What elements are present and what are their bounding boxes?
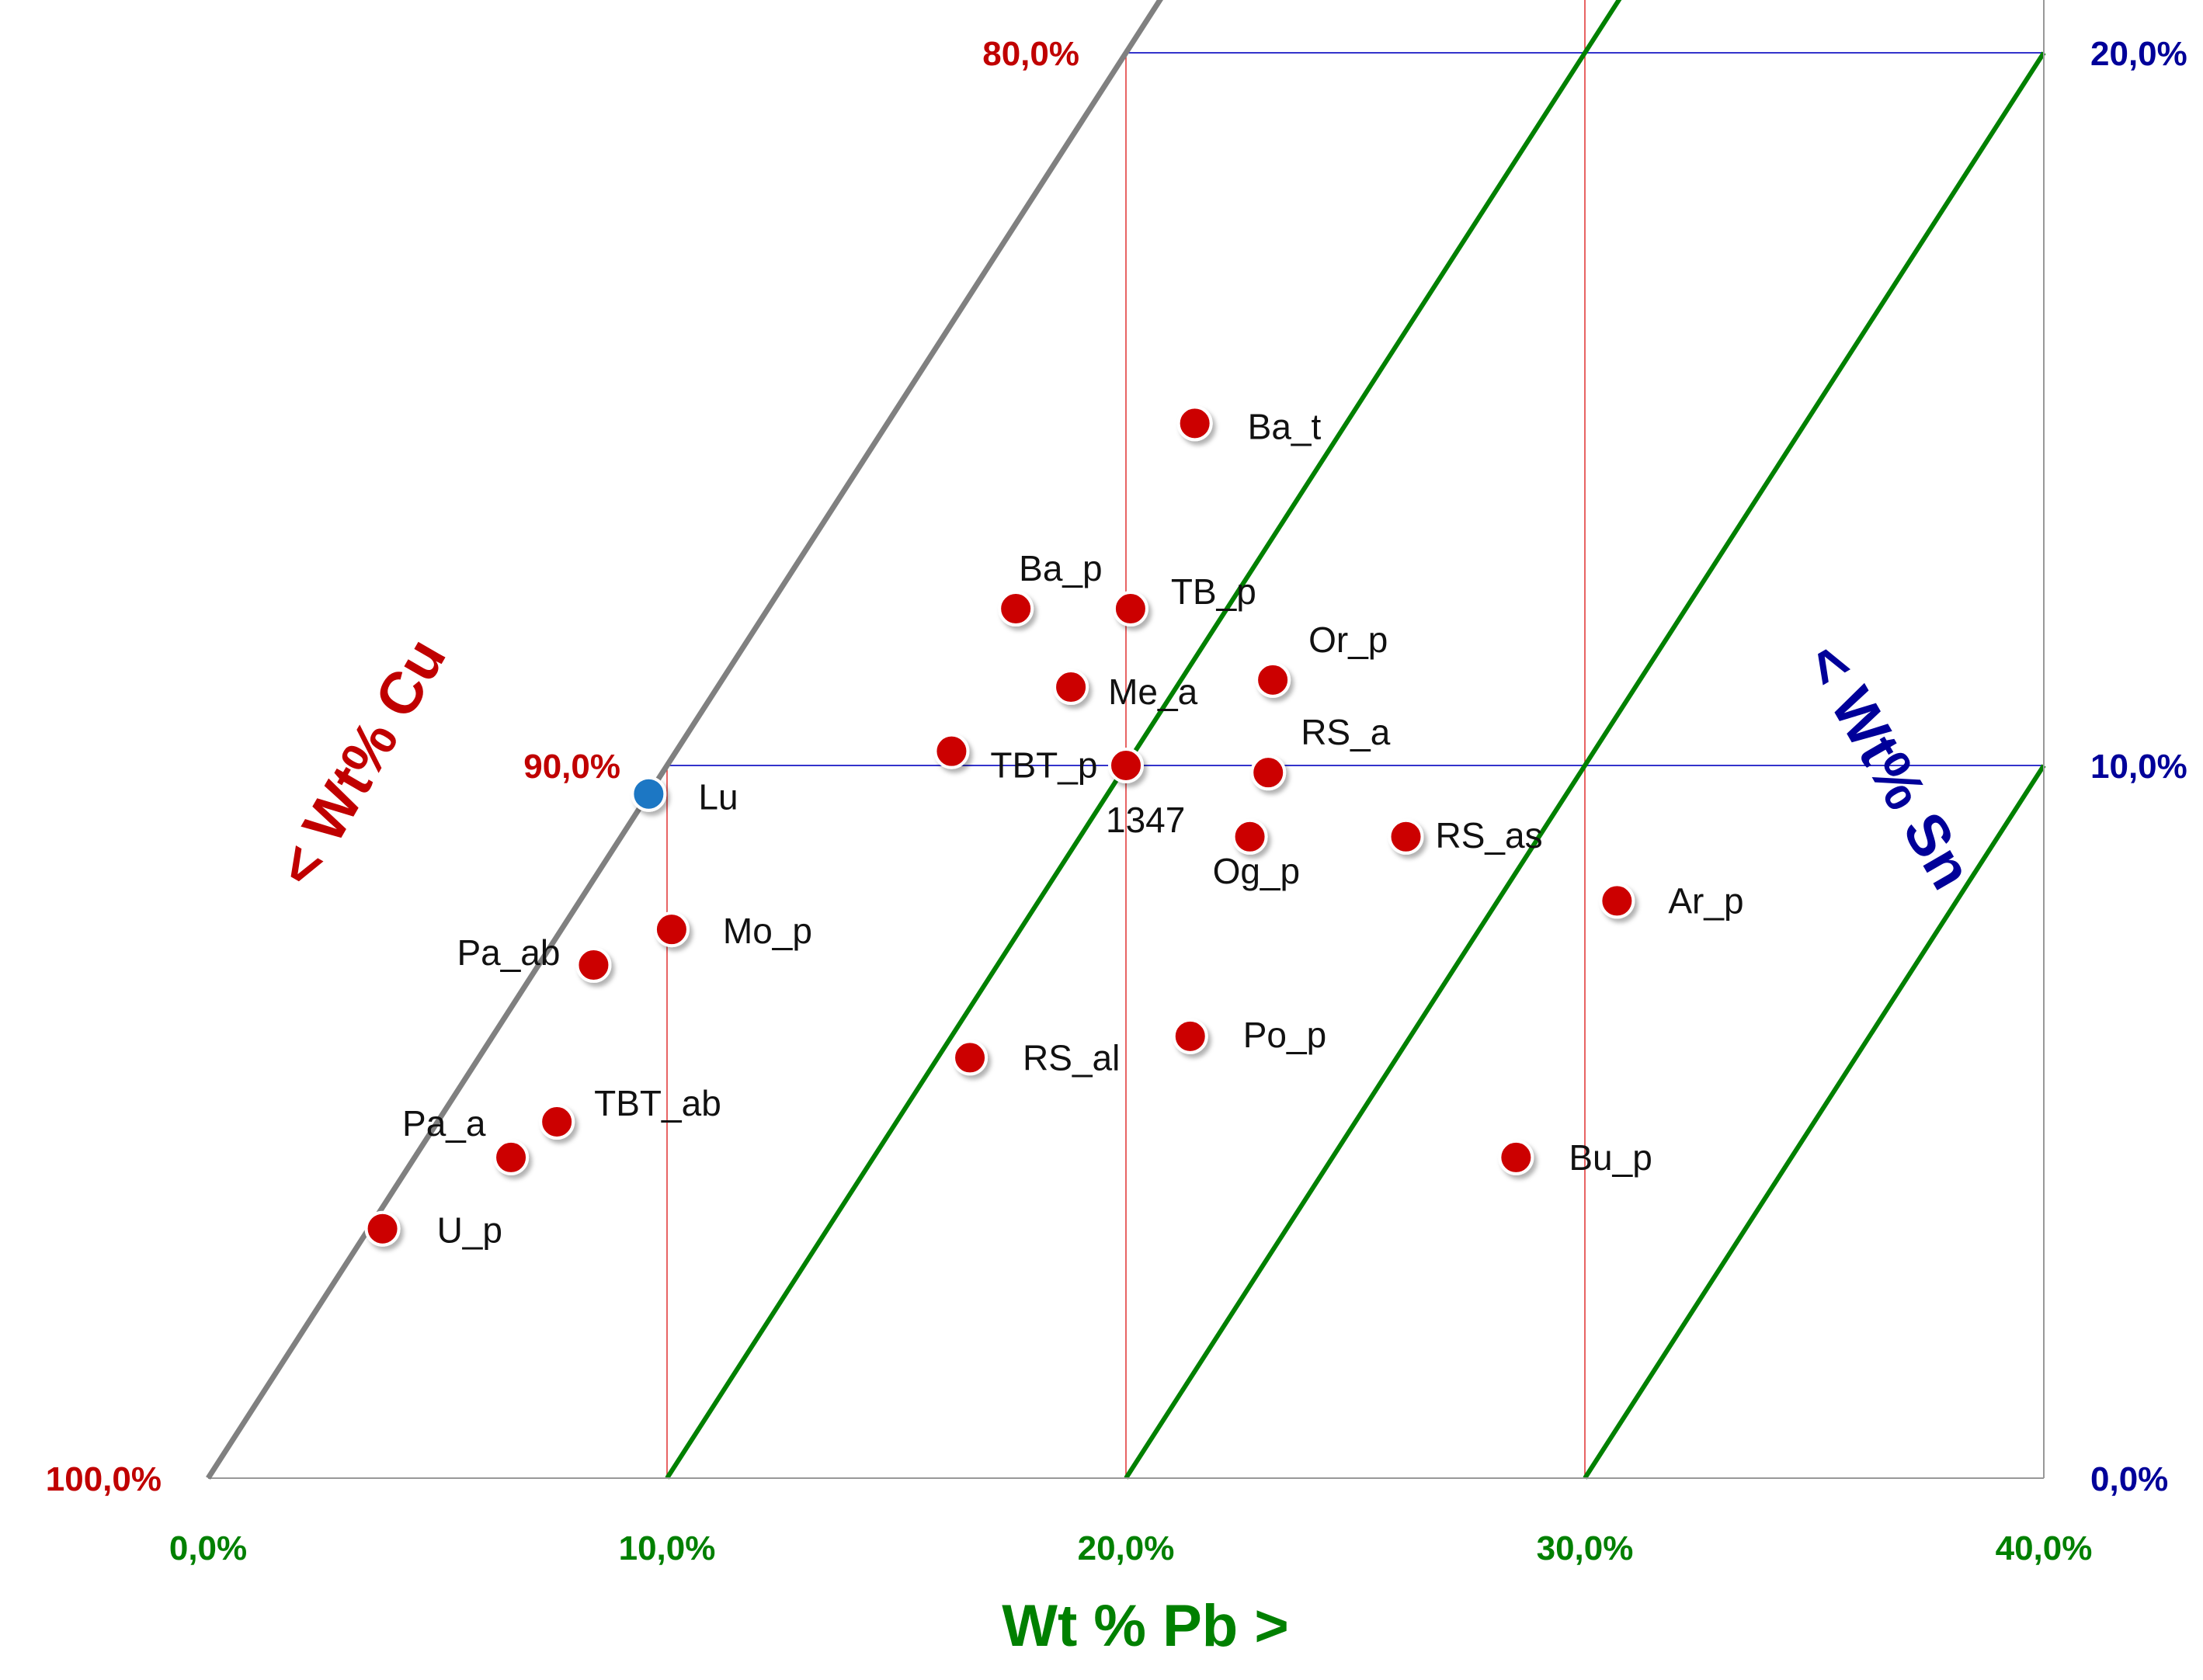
sn-tick-label: 20,0% [2090, 35, 2187, 73]
data-point: Ba_t [1176, 405, 1322, 446]
sn-tick-label: 0,0% [2090, 1460, 2168, 1498]
triangle-frame [206, 0, 2045, 1480]
data-point: Ba_p [998, 548, 1103, 627]
data-point-marker [539, 1104, 575, 1140]
sn-axis-title: < Wt% Sn [1792, 633, 1985, 900]
data-point: U_p [364, 1210, 502, 1251]
pb-gridline [1583, 764, 2046, 1480]
data-point-marker [364, 1210, 401, 1247]
data-point-label: 1347 [1106, 800, 1185, 840]
data-point: RS_a [1250, 712, 1391, 791]
data-point-marker [1498, 1139, 1534, 1175]
data-point-marker [1388, 818, 1424, 855]
data-point: Or_p [1255, 620, 1388, 698]
data-point-label: Or_p [1308, 620, 1388, 660]
data-point-label: Ba_t [1248, 406, 1322, 446]
data-point: RS_as [1388, 815, 1543, 856]
data-point-label: Bu_p [1569, 1137, 1652, 1178]
cu-tick-label: 80,0% [982, 35, 1079, 73]
data-point-marker [1112, 591, 1148, 627]
data-point-marker [1053, 669, 1089, 706]
grid-layer [665, 0, 2046, 1480]
data-point-label: TB_p [1171, 571, 1256, 612]
data-point-label: Me_a [1108, 672, 1197, 712]
pb-tick-label: 20,0% [1078, 1529, 1175, 1567]
data-point: TB_p [1112, 571, 1256, 627]
data-point: Og_p [1213, 818, 1301, 891]
data-point-marker [1599, 883, 1635, 919]
data-point: Pa_ab [457, 932, 612, 984]
data-point-label: Pa_ab [457, 932, 560, 973]
cu-tick-label: 100,0% [46, 1460, 162, 1498]
data-point-label: Lu [698, 777, 738, 817]
data-point: Lu [631, 776, 738, 817]
data-point-label: U_p [437, 1210, 502, 1251]
data-point-label: Ar_p [1668, 880, 1743, 921]
data-point-label: TBT_ab [594, 1083, 721, 1123]
data-point-marker [1176, 405, 1213, 442]
data-point-label: RS_a [1301, 712, 1390, 752]
data-point: Bu_p [1498, 1137, 1652, 1178]
data-point-label: RS_al [1023, 1037, 1120, 1078]
data-point-marker [493, 1139, 530, 1175]
data-point-marker [653, 911, 690, 948]
data-point-marker [631, 776, 667, 812]
pb-tick-label: 30,0% [1537, 1529, 1634, 1567]
data-point: Ar_p [1599, 880, 1744, 921]
cu-axis-title: < Wt% Cu [265, 627, 459, 897]
data-point: Mo_p [653, 911, 812, 951]
data-point-marker [1255, 661, 1291, 698]
data-point-label: TBT_p [990, 745, 1097, 786]
data-point-label: Pa_a [402, 1103, 486, 1144]
data-point: TBT_p [933, 733, 1097, 786]
data-point-marker [1232, 818, 1268, 855]
data-point-label: Ba_p [1019, 548, 1102, 588]
data-point: TBT_ab [539, 1083, 721, 1140]
data-point-marker [575, 947, 612, 984]
pb-tick-label: 10,0% [619, 1529, 716, 1567]
data-point-label: Og_p [1213, 851, 1301, 891]
data-point: Me_a [1053, 669, 1198, 712]
data-point: RS_al [952, 1037, 1120, 1078]
pb-tick-label: 0,0% [169, 1529, 247, 1567]
data-point: Po_p [1172, 1015, 1326, 1055]
pb-gridline [1124, 51, 2046, 1480]
data-point-marker [1250, 755, 1287, 791]
pb-axis-title: Wt % Pb > [1002, 1593, 1288, 1659]
data-point-marker [933, 733, 970, 769]
data-point-label: Mo_p [723, 911, 812, 951]
data-point-marker [1108, 748, 1144, 783]
data-point-marker [952, 1040, 989, 1076]
pb-tick-label: 40,0% [1996, 1529, 2093, 1567]
pb-gridline [665, 0, 1622, 1480]
data-point: Pa_a [402, 1103, 530, 1175]
triangle-left-edge [206, 0, 1163, 1480]
cu-tick-label: 90,0% [523, 748, 620, 786]
data-point: 1347 [1106, 748, 1185, 840]
data-point-label: RS_as [1436, 815, 1543, 856]
tick-labels: 60,0%70,0%80,0%90,0%100,0%40,0%30,0%20,0… [46, 35, 2187, 1567]
sn-tick-label: 10,0% [2090, 748, 2187, 786]
data-point-marker [1172, 1018, 1208, 1054]
data-point-marker [998, 591, 1034, 627]
data-point-label: Po_p [1243, 1015, 1326, 1055]
